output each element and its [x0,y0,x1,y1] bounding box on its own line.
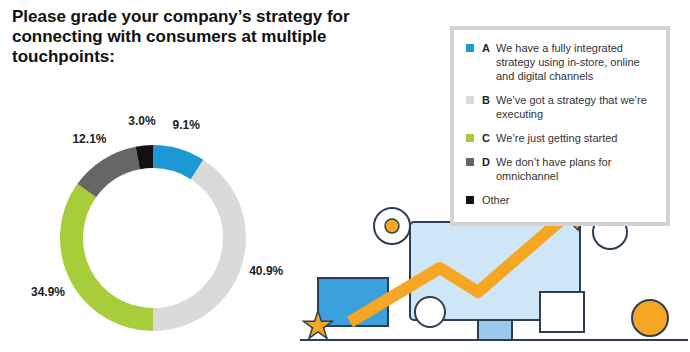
text-line: We don’t have plans for [496,156,612,168]
text-line: We’re just getting started [496,132,617,144]
legend-entry: We’re just getting started [496,132,617,144]
legend-code: C [482,132,490,144]
legend-swatch [466,44,474,52]
data-label: 12.1% [72,132,106,146]
legend-frame [452,28,668,224]
legend: A We have a fully integrated strategy usin… [452,28,668,224]
legend-swatch [466,96,474,104]
data-label: 40.9% [249,264,283,278]
slices [60,145,246,331]
slice [153,160,246,331]
text-line: We’ve got a strategy that we’re [496,94,647,106]
chart: Please grade your company’s strategy for… [0,0,690,352]
text-line: Please grade your company’s strategy for [12,7,350,26]
legend-code: D [482,156,490,168]
legend-swatch [466,196,474,204]
legend-swatch [466,158,474,166]
text-line: We have a fully integrated [496,42,623,54]
slice [77,147,139,198]
star [304,311,333,339]
trend-arrow [350,214,568,322]
coin [632,300,668,336]
text-line: Other [482,194,510,206]
target-center [385,219,399,233]
text-line: strategy using in-store, online [496,56,640,68]
data-label: 3.0% [128,114,156,128]
legend-code: B [482,94,490,106]
slice [136,145,153,169]
text-line: connecting with consumers at multiple [12,27,327,46]
legend-swatch [466,134,474,142]
text-line: omnichannel [496,170,558,182]
legend-entry: We don’t have plans for omnichannel [496,156,612,182]
monitor-stand [478,320,512,340]
data-label: 9.1% [173,118,201,132]
text-line: and digital channels [496,70,594,82]
data-labels: 9.1% 40.9% 34.9% 12.1% 3.0% [31,114,284,299]
legend-entry: We’ve got a strategy that we’re executing [496,94,647,120]
legend-entry: Other [482,194,510,206]
slice [60,184,153,331]
target [374,208,410,244]
calendar [540,292,584,332]
data-label: 34.9% [31,285,65,299]
legend-entry: We have a fully integrated strategy using… [496,42,640,82]
text-line: executing [496,108,543,120]
title: Please grade your company’s strategy for… [12,7,350,66]
magnifier [415,297,445,327]
legend-code: A [482,42,490,54]
text-line: touchpoints: [12,47,115,66]
